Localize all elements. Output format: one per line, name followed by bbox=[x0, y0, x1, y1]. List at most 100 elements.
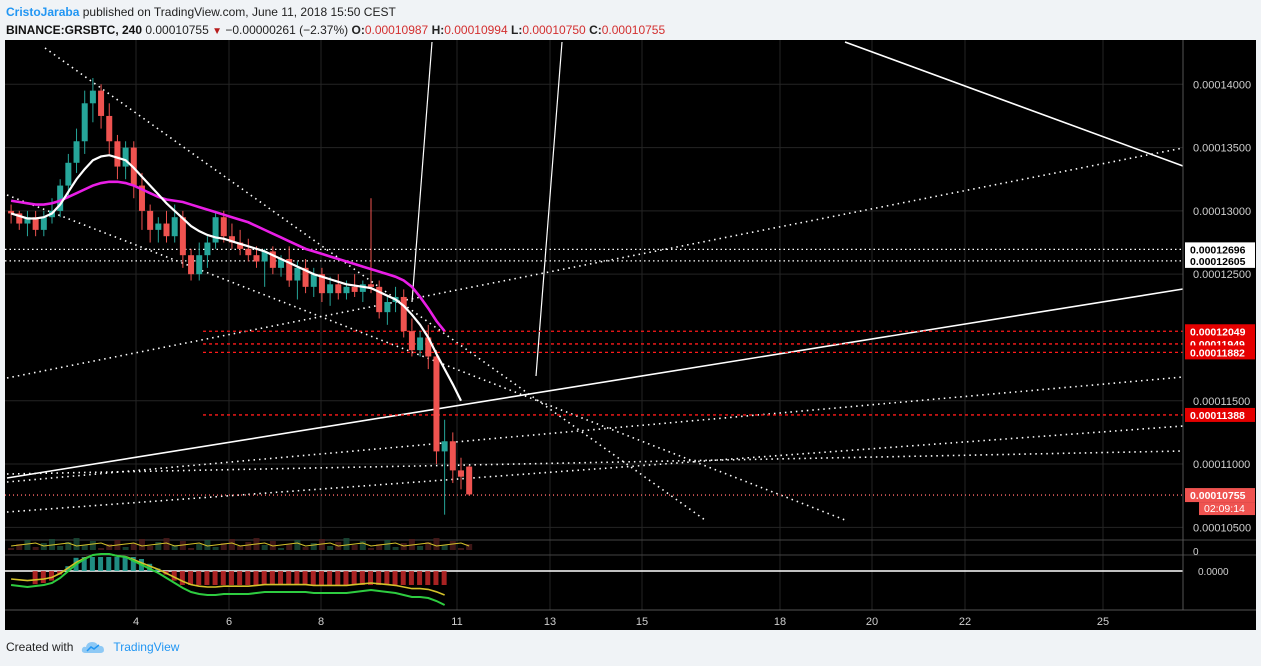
trendline-support bbox=[6, 288, 1184, 479]
indicator-tick-label: 0.0000 bbox=[1198, 567, 1229, 578]
volume-bar bbox=[302, 547, 309, 550]
candle-body bbox=[466, 466, 473, 495]
volume-bar bbox=[106, 544, 113, 550]
candle-body bbox=[433, 356, 440, 452]
volume-bar bbox=[261, 545, 268, 550]
time-tick-label: 8 bbox=[318, 616, 324, 628]
macd-histogram-bar bbox=[286, 571, 292, 585]
chart-area[interactable]: 0.00012696 0.00012605 0.00012049 0.00011949… bbox=[5, 40, 1256, 630]
candle-body bbox=[57, 185, 64, 211]
macd-histogram-bar bbox=[32, 571, 38, 585]
candle-body bbox=[106, 115, 113, 142]
candle-body bbox=[278, 258, 285, 268]
dotted-channel-line bbox=[6, 425, 1184, 513]
volume-bar bbox=[392, 547, 399, 550]
macd-histogram-bar bbox=[441, 571, 447, 585]
candle-body bbox=[171, 217, 178, 237]
time-axis[interactable]: 4 6 8 11 13 15 18 20 22 25 bbox=[5, 609, 1256, 628]
volume-bar bbox=[212, 547, 219, 550]
price-tick-label: 0.00012500 bbox=[1193, 269, 1251, 281]
volume-bar bbox=[188, 548, 195, 550]
time-tick-label: 22 bbox=[959, 616, 971, 628]
volume-bar bbox=[237, 546, 244, 550]
candle-body bbox=[294, 267, 301, 281]
grid bbox=[5, 40, 1183, 610]
price-level-label: 0.00010755 bbox=[1190, 490, 1246, 502]
macd-histogram-bar bbox=[269, 571, 275, 585]
author-link[interactable]: CristoJaraba bbox=[6, 5, 80, 19]
volume-bar bbox=[65, 542, 72, 550]
candle-body bbox=[179, 217, 186, 256]
candle-body bbox=[441, 441, 448, 452]
macd-histogram-bar bbox=[114, 557, 120, 571]
symbol-label: BINANCE:GRSBTC, 240 bbox=[6, 23, 143, 37]
tradingview-brand[interactable]: TradingView bbox=[113, 640, 180, 654]
open-value: 0.00010987 bbox=[364, 23, 429, 37]
candle-body bbox=[65, 162, 72, 186]
time-tick-label: 15 bbox=[636, 616, 648, 628]
macd-histogram-bar bbox=[392, 571, 398, 585]
volume-bar bbox=[81, 545, 88, 550]
price-axis[interactable]: 0.00014000 0.00013500 0.00013000 0.00012500… bbox=[1182, 40, 1251, 610]
candle-body bbox=[253, 255, 260, 262]
volume-bar bbox=[441, 545, 448, 550]
macd-histogram-bar bbox=[204, 571, 210, 585]
macd-histogram-bar bbox=[171, 571, 177, 581]
candle-body bbox=[196, 255, 203, 275]
macd-histogram-bar bbox=[40, 571, 46, 583]
volume-bar bbox=[376, 544, 383, 550]
price-level-tag bbox=[1185, 253, 1255, 268]
volume-bar bbox=[433, 538, 440, 550]
candle-body bbox=[261, 251, 268, 262]
macd-histogram-bar bbox=[343, 571, 349, 585]
candle-body bbox=[81, 103, 88, 142]
candle-body bbox=[98, 90, 105, 116]
macd-histogram-bar bbox=[310, 571, 316, 585]
volume-bar bbox=[245, 542, 252, 550]
footer: Created with TradingView bbox=[6, 640, 179, 654]
candle-body bbox=[425, 337, 432, 357]
candle-body bbox=[368, 284, 375, 287]
price-level-tag bbox=[1185, 488, 1255, 503]
volume-bar bbox=[425, 542, 432, 550]
volume-bar bbox=[16, 544, 23, 550]
dotted-downtrend-line bbox=[6, 194, 846, 521]
candle-body bbox=[212, 217, 219, 243]
tradingview-cloud-icon bbox=[82, 642, 105, 653]
macd-histogram-bar bbox=[147, 563, 153, 571]
volume-bar bbox=[130, 543, 137, 550]
macd-histogram-bar bbox=[384, 571, 390, 585]
volume-bar bbox=[220, 543, 227, 550]
price-tick-label: 0.00013000 bbox=[1193, 206, 1251, 218]
indicator-tick-label: 0 bbox=[1193, 547, 1199, 558]
candle-body bbox=[89, 90, 96, 104]
candle-body bbox=[16, 213, 23, 224]
price-tick-label: 0.00011000 bbox=[1193, 459, 1250, 471]
dotted-channel-line bbox=[6, 450, 1184, 475]
macd-histogram-bar bbox=[98, 557, 104, 571]
countdown-tag bbox=[1199, 502, 1255, 516]
vertical-projection-line bbox=[535, 41, 563, 377]
volume-bar bbox=[368, 548, 375, 550]
volume-bar bbox=[384, 540, 391, 550]
volume-bar bbox=[466, 544, 473, 550]
candle-body bbox=[327, 284, 334, 294]
candle-body bbox=[204, 242, 211, 256]
candle-body bbox=[8, 210, 15, 214]
candle-body bbox=[220, 217, 227, 237]
indicator-panes: 0 0.0000 bbox=[5, 538, 1256, 606]
volume-bar bbox=[204, 540, 211, 550]
candle-body bbox=[359, 284, 366, 292]
volume-bar bbox=[449, 541, 456, 550]
macd-histogram-bar bbox=[196, 571, 202, 585]
macd-histogram-bar bbox=[400, 571, 406, 585]
chart-svg[interactable]: 0.000126960.000126050.000120490.00011949… bbox=[5, 40, 1256, 630]
price-tick-label: 0.00014000 bbox=[1193, 79, 1251, 91]
macd-histogram-bar bbox=[245, 571, 251, 585]
volume-bar bbox=[138, 539, 145, 550]
price-level-label: 0.00011882 bbox=[1190, 347, 1245, 359]
macd-histogram-bar bbox=[278, 571, 284, 585]
countdown-label: 02:09:14 bbox=[1204, 503, 1245, 515]
candle-body bbox=[138, 185, 145, 211]
candle-body bbox=[449, 441, 456, 471]
